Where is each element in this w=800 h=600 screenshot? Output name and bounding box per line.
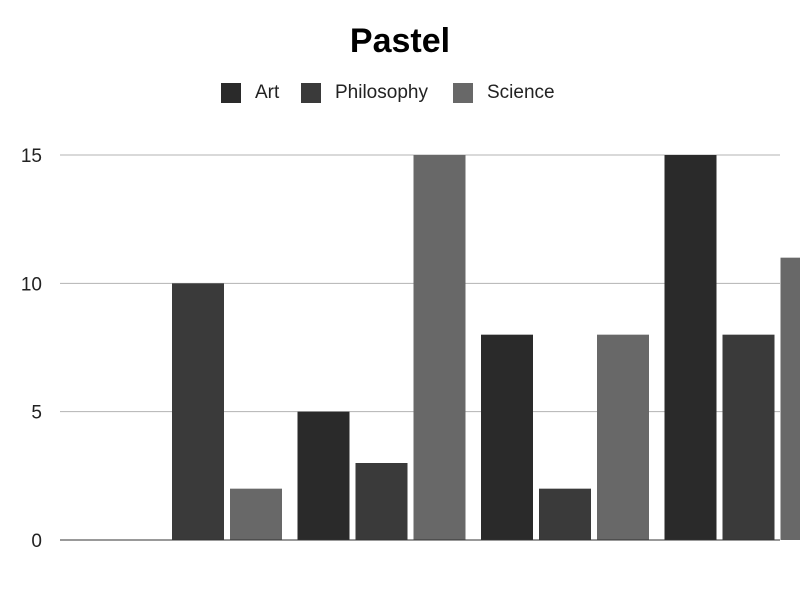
bar-philosophy-2	[355, 463, 408, 540]
chart-legend: Art Philosophy Science	[0, 78, 800, 108]
legend-item-science: Science	[453, 78, 555, 108]
legend-swatch-art	[221, 83, 241, 103]
legend-label-philosophy: Philosophy	[335, 82, 428, 103]
bar-philosophy-4	[722, 334, 775, 540]
y-tick-label-10: 10	[21, 274, 42, 295]
legend-swatch-science	[453, 83, 473, 103]
y-tick-label-0: 0	[31, 531, 42, 552]
bar-philosophy-1	[172, 283, 224, 540]
legend-swatch-philosophy	[301, 83, 321, 103]
bar-art-4	[664, 155, 717, 540]
bar-art-3	[481, 334, 533, 540]
bar-science-2	[413, 155, 466, 540]
bar-science-3	[597, 334, 649, 540]
bar-science-1	[230, 488, 282, 540]
legend-item-art: Art	[221, 78, 279, 108]
chart-title: Pastel	[349, 22, 451, 60]
legend-label-science: Science	[487, 82, 555, 103]
bar-art-2	[297, 411, 350, 540]
legend-label-art: Art	[255, 82, 280, 103]
legend-item-philosophy: Philosophy	[301, 78, 428, 108]
y-tick-label-5: 5	[31, 403, 42, 424]
bar-philosophy-3	[539, 488, 591, 540]
bar-science-4	[780, 257, 800, 540]
y-tick-label-15: 15	[21, 146, 42, 167]
